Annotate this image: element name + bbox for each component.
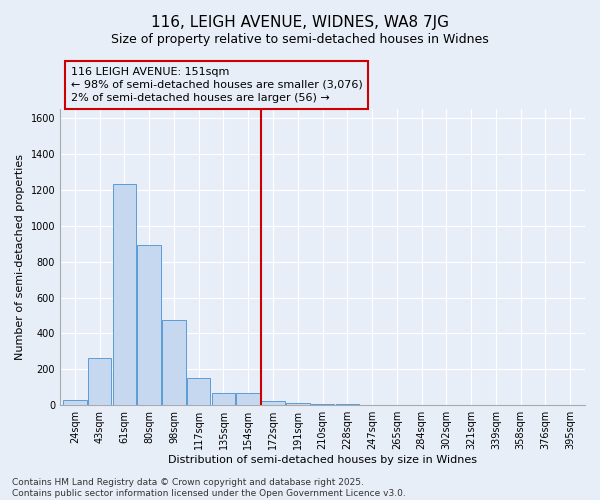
Text: Contains HM Land Registry data © Crown copyright and database right 2025.
Contai: Contains HM Land Registry data © Crown c… bbox=[12, 478, 406, 498]
Bar bbox=[286, 402, 310, 405]
Bar bbox=[212, 392, 235, 405]
Bar bbox=[162, 320, 186, 405]
Bar bbox=[187, 378, 211, 405]
Text: 116, LEIGH AVENUE, WIDNES, WA8 7JG: 116, LEIGH AVENUE, WIDNES, WA8 7JG bbox=[151, 15, 449, 30]
Bar bbox=[360, 404, 384, 405]
Text: Size of property relative to semi-detached houses in Widnes: Size of property relative to semi-detach… bbox=[111, 32, 489, 46]
Bar bbox=[63, 400, 86, 405]
Bar bbox=[311, 404, 334, 405]
Bar bbox=[88, 358, 112, 405]
Text: 116 LEIGH AVENUE: 151sqm
← 98% of semi-detached houses are smaller (3,076)
2% of: 116 LEIGH AVENUE: 151sqm ← 98% of semi-d… bbox=[71, 67, 362, 103]
Bar bbox=[335, 404, 359, 405]
Y-axis label: Number of semi-detached properties: Number of semi-detached properties bbox=[15, 154, 25, 360]
Bar bbox=[261, 400, 285, 405]
X-axis label: Distribution of semi-detached houses by size in Widnes: Distribution of semi-detached houses by … bbox=[168, 455, 477, 465]
Bar bbox=[236, 392, 260, 405]
Bar bbox=[137, 244, 161, 405]
Bar bbox=[113, 184, 136, 405]
